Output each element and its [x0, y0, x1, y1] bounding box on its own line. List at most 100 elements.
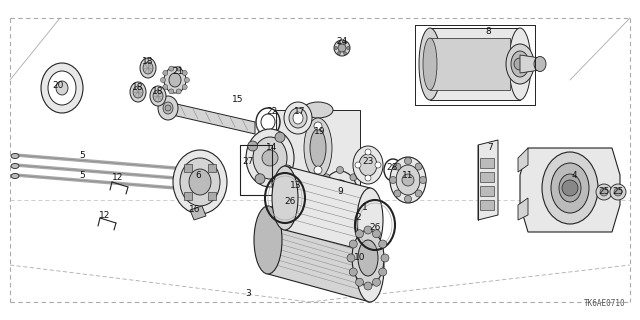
Circle shape — [337, 217, 344, 223]
Text: 25: 25 — [612, 188, 624, 196]
Circle shape — [349, 268, 357, 276]
Circle shape — [163, 70, 168, 76]
Circle shape — [364, 226, 372, 234]
Polygon shape — [520, 148, 620, 232]
Text: 22: 22 — [266, 108, 278, 116]
Ellipse shape — [506, 44, 534, 84]
Ellipse shape — [48, 71, 76, 105]
Ellipse shape — [189, 169, 211, 195]
Circle shape — [317, 191, 324, 198]
Text: 10: 10 — [355, 253, 365, 262]
Ellipse shape — [358, 240, 378, 276]
Circle shape — [402, 174, 414, 186]
Ellipse shape — [509, 28, 531, 100]
Text: 18: 18 — [152, 87, 164, 97]
Circle shape — [282, 165, 292, 175]
Circle shape — [355, 278, 364, 286]
Ellipse shape — [164, 67, 186, 93]
Circle shape — [349, 240, 357, 248]
Text: 11: 11 — [403, 171, 413, 180]
Circle shape — [614, 188, 622, 196]
Ellipse shape — [303, 178, 333, 194]
Polygon shape — [518, 148, 528, 172]
Circle shape — [346, 46, 349, 50]
Text: 1: 1 — [362, 204, 368, 212]
Text: 19: 19 — [314, 127, 326, 137]
Circle shape — [365, 175, 371, 181]
Ellipse shape — [173, 150, 227, 214]
Text: 25: 25 — [598, 188, 610, 196]
Text: 23: 23 — [362, 157, 374, 166]
Circle shape — [334, 40, 350, 56]
Bar — [480, 186, 494, 196]
Circle shape — [344, 41, 346, 44]
Circle shape — [262, 150, 278, 166]
Circle shape — [596, 184, 612, 200]
Ellipse shape — [322, 171, 358, 219]
Text: 26: 26 — [284, 197, 296, 206]
Bar — [480, 172, 494, 182]
Ellipse shape — [41, 63, 83, 113]
Circle shape — [347, 254, 355, 262]
Circle shape — [394, 163, 401, 170]
Text: 18: 18 — [142, 58, 154, 67]
Text: 5: 5 — [79, 171, 85, 180]
Ellipse shape — [335, 188, 345, 202]
Circle shape — [419, 177, 426, 183]
Text: 5: 5 — [79, 150, 85, 159]
Polygon shape — [168, 102, 255, 134]
Circle shape — [337, 41, 340, 44]
Bar — [208, 192, 216, 200]
Ellipse shape — [310, 129, 326, 167]
Text: 20: 20 — [52, 81, 64, 90]
Circle shape — [404, 196, 412, 203]
Polygon shape — [268, 206, 370, 302]
Polygon shape — [478, 140, 498, 220]
Circle shape — [314, 122, 322, 130]
Text: 24: 24 — [337, 37, 348, 46]
Bar — [208, 164, 216, 172]
Circle shape — [379, 240, 387, 248]
Ellipse shape — [353, 146, 383, 184]
Ellipse shape — [272, 166, 298, 230]
Text: 12: 12 — [99, 211, 111, 220]
Circle shape — [562, 180, 578, 196]
Ellipse shape — [534, 57, 546, 71]
Bar — [480, 158, 494, 168]
Ellipse shape — [284, 102, 312, 134]
Text: 4: 4 — [571, 171, 577, 180]
Ellipse shape — [180, 158, 220, 206]
Circle shape — [337, 52, 340, 55]
Bar — [184, 164, 192, 172]
Circle shape — [415, 190, 422, 197]
Circle shape — [364, 282, 372, 290]
Circle shape — [163, 84, 168, 90]
Circle shape — [350, 174, 357, 181]
Circle shape — [355, 162, 361, 168]
Circle shape — [375, 162, 381, 168]
Ellipse shape — [133, 86, 143, 98]
Circle shape — [169, 89, 174, 94]
Circle shape — [335, 46, 337, 50]
Circle shape — [182, 84, 188, 90]
Ellipse shape — [390, 157, 426, 203]
Ellipse shape — [143, 62, 153, 74]
Text: 12: 12 — [112, 173, 124, 182]
Polygon shape — [520, 55, 540, 73]
Polygon shape — [430, 28, 520, 100]
Ellipse shape — [130, 82, 146, 102]
Polygon shape — [430, 38, 510, 90]
Circle shape — [323, 174, 330, 181]
Ellipse shape — [163, 102, 173, 114]
Ellipse shape — [11, 154, 19, 158]
Ellipse shape — [559, 174, 581, 202]
Circle shape — [165, 105, 171, 111]
Circle shape — [176, 66, 181, 71]
Circle shape — [365, 149, 371, 155]
Text: 18: 18 — [132, 84, 144, 92]
Ellipse shape — [423, 38, 437, 90]
Circle shape — [248, 141, 258, 151]
Ellipse shape — [254, 206, 282, 274]
Ellipse shape — [304, 118, 332, 178]
Text: 28: 28 — [387, 164, 397, 172]
